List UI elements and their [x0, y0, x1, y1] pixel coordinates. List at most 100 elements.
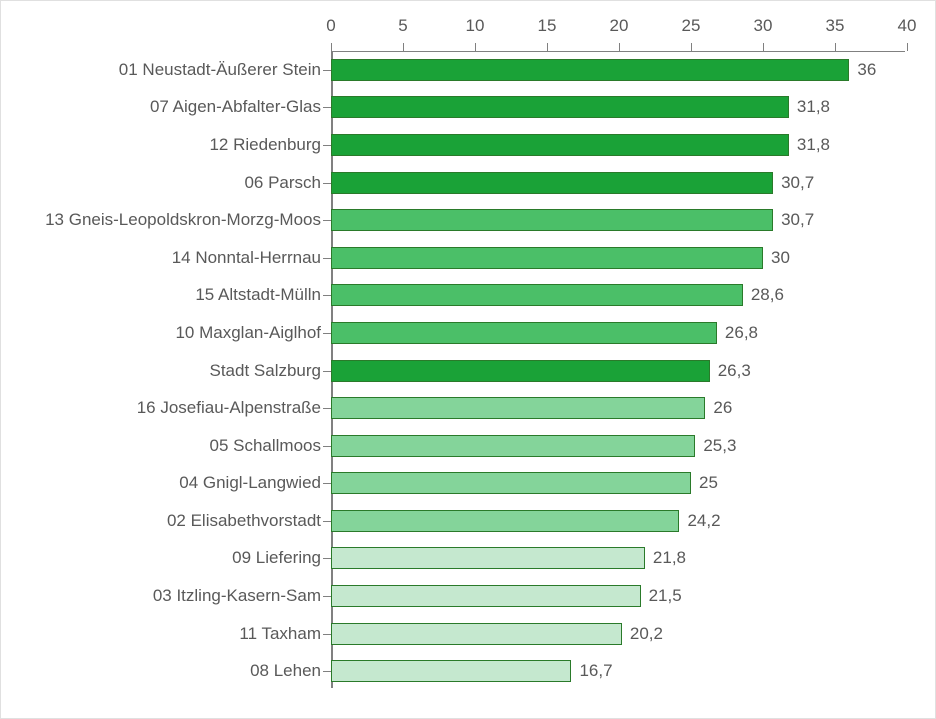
bar-value-label: 21,8 — [653, 548, 686, 568]
bar-value-label: 21,5 — [649, 586, 682, 606]
bar — [331, 360, 710, 382]
y-tick-mark — [323, 107, 331, 108]
category-label: 05 Schallmoos — [209, 436, 321, 456]
x-tick-mark — [547, 43, 548, 51]
y-tick-mark — [323, 258, 331, 259]
category-label: 03 Itzling-Kasern-Sam — [153, 586, 321, 606]
bar — [331, 547, 645, 569]
bar — [331, 397, 705, 419]
bar-row: 06 Parsch 30,7 — [1, 172, 905, 194]
bar-row: 08 Lehen16,7 — [1, 660, 905, 682]
bar-value-label: 24,2 — [687, 511, 720, 531]
bar — [331, 623, 622, 645]
bars-area: 01 Neustadt-Äußerer Stein 36 07 Aigen-Abfa… — [1, 51, 905, 688]
bar — [331, 660, 571, 682]
y-tick-mark — [323, 446, 331, 447]
bar-chart: 0510152025303540 01 Neustadt-Äußerer Ste… — [0, 0, 936, 719]
bar — [331, 209, 773, 231]
bar-row: 02 Elisabethvorstadt 24,2 — [1, 510, 905, 532]
bar — [331, 472, 691, 494]
bar-row: 15 Altstadt-Mülln 28,6 — [1, 284, 905, 306]
x-tick-mark — [331, 43, 332, 51]
x-tick-mark — [763, 43, 764, 51]
category-label: 10 Maxglan-Aiglhof — [175, 323, 321, 343]
bar — [331, 59, 849, 81]
x-tick-mark — [619, 43, 620, 51]
bar-row: 03 Itzling-Kasern-Sam 21,5 — [1, 585, 905, 607]
bar-row: 05 Schallmoos 25,3 — [1, 435, 905, 457]
y-tick-mark — [323, 371, 331, 372]
y-tick-mark — [323, 596, 331, 597]
y-tick-mark — [323, 558, 331, 559]
bar — [331, 585, 641, 607]
bar-value-label: 26 — [713, 398, 732, 418]
bar-value-label: 16,7 — [579, 661, 612, 681]
bar-row: 09 Liefering 21,8 — [1, 547, 905, 569]
category-label: 16 Josefiau-Alpenstraße — [137, 398, 321, 418]
category-label: 04 Gnigl-Langwied — [179, 473, 321, 493]
bar-value-label: 26,8 — [725, 323, 758, 343]
x-tick-mark — [907, 43, 908, 51]
x-tick-label: 0 — [326, 16, 335, 36]
y-tick-mark — [323, 295, 331, 296]
y-tick-mark — [323, 408, 331, 409]
bar-row: 07 Aigen-Abfalter-Glas 31,8 — [1, 96, 905, 118]
bar-row: 12 Riedenburg 31,8 — [1, 134, 905, 156]
y-tick-mark — [323, 483, 331, 484]
bar-row: 10 Maxglan-Aiglhof 26,8 — [1, 322, 905, 344]
y-tick-mark — [323, 220, 331, 221]
bar-row: 16 Josefiau-Alpenstraße 26 — [1, 397, 905, 419]
bar — [331, 247, 763, 269]
x-tick-label: 40 — [898, 16, 917, 36]
bar — [331, 284, 743, 306]
category-label: 07 Aigen-Abfalter-Glas — [150, 97, 321, 117]
category-label: 15 Altstadt-Mülln — [195, 285, 321, 305]
bar-value-label: 36 — [857, 60, 876, 80]
bar-value-label: 28,6 — [751, 285, 784, 305]
bar-value-label: 31,8 — [797, 135, 830, 155]
category-label: 11 Taxham — [239, 624, 321, 644]
bar — [331, 435, 695, 457]
bar-value-label: 31,8 — [797, 97, 830, 117]
category-label: 14 Nonntal-Herrnau — [172, 248, 321, 268]
bar-row: 13 Gneis-Leopoldskron-Morzg-Moos 30,7 — [1, 209, 905, 231]
category-label: Stadt Salzburg — [209, 361, 321, 381]
category-label: 13 Gneis-Leopoldskron-Morzg-Moos — [45, 210, 321, 230]
bar-value-label: 25 — [699, 473, 718, 493]
category-label: 09 Liefering — [232, 548, 321, 568]
bar-value-label: 30,7 — [781, 210, 814, 230]
category-label: 06 Parsch — [244, 173, 321, 193]
bar-row: 11 Taxham 20,2 — [1, 623, 905, 645]
category-label: 01 Neustadt-Äußerer Stein — [119, 60, 321, 80]
bar — [331, 322, 717, 344]
bar-row: 01 Neustadt-Äußerer Stein 36 — [1, 59, 905, 81]
x-tick-label: 25 — [682, 16, 701, 36]
x-tick-label: 20 — [610, 16, 629, 36]
y-tick-mark — [323, 333, 331, 334]
bar-value-label: 26,3 — [718, 361, 751, 381]
category-label: 02 Elisabethvorstadt — [167, 511, 321, 531]
x-tick-label: 30 — [754, 16, 773, 36]
category-label: 12 Riedenburg — [209, 135, 321, 155]
bar-row: 14 Nonntal-Herrnau 30 — [1, 247, 905, 269]
y-tick-mark — [323, 70, 331, 71]
bar-value-label: 30 — [771, 248, 790, 268]
y-tick-mark — [323, 183, 331, 184]
x-tick-label: 35 — [826, 16, 845, 36]
y-tick-mark — [323, 521, 331, 522]
x-axis: 0510152025303540 — [331, 1, 905, 51]
x-tick-label: 15 — [538, 16, 557, 36]
bar — [331, 96, 789, 118]
bar — [331, 172, 773, 194]
bar-row: Stadt Salzburg 26,3 — [1, 360, 905, 382]
bar-value-label: 30,7 — [781, 173, 814, 193]
x-tick-label: 5 — [398, 16, 407, 36]
bar-value-label: 25,3 — [703, 436, 736, 456]
bar — [331, 510, 679, 532]
x-tick-mark — [835, 43, 836, 51]
y-tick-mark — [323, 671, 331, 672]
bar-value-label: 20,2 — [630, 624, 663, 644]
x-tick-mark — [691, 43, 692, 51]
bar-row: 04 Gnigl-Langwied 25 — [1, 472, 905, 494]
y-tick-mark — [323, 634, 331, 635]
